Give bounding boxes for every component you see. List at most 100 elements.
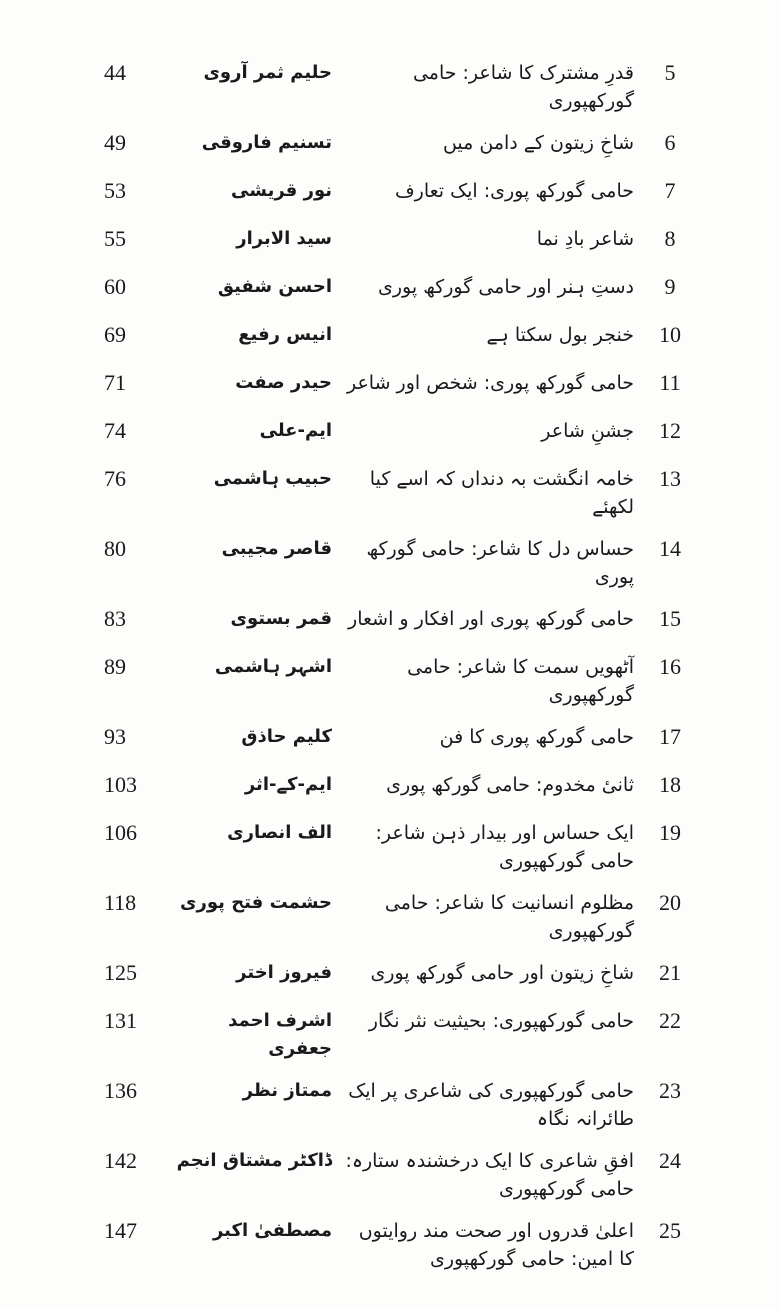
entry-title: حامی گورکھپوری: بحیثیت نثر نگار: [368, 1010, 634, 1032]
entry-title: ثانیٔ مخدوم: حامی گورکھ پوری: [386, 774, 634, 796]
entry-page-number: 103: [104, 772, 137, 797]
entry-title: حامی گورکھ پوری اور افکار و اشعار: [348, 608, 634, 630]
entry-title: شاخِ زیتون اور حامی گورکھ پوری: [370, 962, 634, 984]
toc-entry: 10 خنجر بول سکتا ہے انیس رفیع 69: [104, 313, 692, 361]
entry-title: دستِ ہنر اور حامی گورکھ پوری: [378, 276, 634, 298]
entry-page-number: 136: [104, 1078, 137, 1103]
entry-number: 6: [664, 130, 676, 155]
entry-author: الف انصاری: [227, 822, 332, 843]
entry-title: حامی گورکھ پوری کا فن: [439, 726, 634, 748]
toc-entry: 25 اعلیٰ قدروں اور صحت مند روایتوں کا امی…: [104, 1209, 692, 1279]
entry-page-number: 80: [104, 536, 126, 561]
entry-number: 18: [659, 772, 681, 797]
entry-author: سید الابرار: [236, 228, 332, 249]
toc-entry: 8 شاعر بادِ نما سید الابرار 55: [104, 217, 692, 265]
entry-page-number: 106: [104, 820, 137, 845]
entry-number: 20: [659, 890, 681, 915]
entry-author: ڈاکٹر مشتاق انجم: [176, 1150, 332, 1171]
entry-page-number: 125: [104, 960, 137, 985]
entry-page-number: 49: [104, 130, 126, 155]
entry-author: حیدر صفت: [235, 372, 332, 393]
entry-author: فیروز اختر: [236, 962, 332, 983]
toc-entry: 5 قدرِ مشترک کا شاعر: حامی گورکھپوری حلیم …: [104, 51, 692, 121]
entry-number: 21: [659, 960, 681, 985]
entry-author: ایم-علی: [259, 420, 332, 441]
entry-author: تسنیم فاروقی: [201, 132, 332, 153]
toc-entry: 7 حامی گورکھ پوری: ایک تعارف نور قریشی 53: [104, 169, 692, 217]
entry-title: خامہ انگشت بہ دنداں کہ اسے کیا لکھئے: [369, 468, 634, 518]
entry-title: شاعر بادِ نما: [536, 228, 634, 250]
entry-title: اعلیٰ قدروں اور صحت مند روایتوں کا امین:…: [358, 1220, 634, 1270]
entry-title: افقِ شاعری کا ایک درخشندہ ستارہ: حامی گو…: [345, 1150, 634, 1200]
entry-page-number: 118: [104, 890, 137, 915]
toc-entry: 6 شاخِ زیتون کے دامن میں تسنیم فاروقی 49: [104, 121, 692, 169]
entry-title: شاخِ زیتون کے دامن میں: [442, 132, 634, 154]
entry-author: قاصر مجیبی: [221, 538, 332, 559]
toc-entry: 20 مظلوم انسانیت کا شاعر: حامی گورکھپوری ح…: [104, 881, 692, 951]
toc-entry: 13 خامہ انگشت بہ دنداں کہ اسے کیا لکھئے حب…: [104, 457, 692, 527]
entry-page-number: 93: [104, 724, 126, 749]
entry-number: 22: [659, 1008, 681, 1033]
entry-title: جشنِ شاعر: [541, 420, 634, 442]
entry-author: حشمت فتح پوری: [180, 892, 332, 913]
entry-page-number: 53: [104, 178, 126, 203]
entry-title: حساس دل کا شاعر: حامی گورکھ پوری: [366, 538, 634, 588]
toc-entry: 23 حامی گورکھپوری کی شاعری پر ایک طائرانہ…: [104, 1069, 692, 1139]
entry-number: 15: [659, 606, 681, 631]
entry-number: 9: [664, 274, 676, 299]
entry-page-number: 76: [104, 466, 126, 491]
entry-page-number: 142: [104, 1148, 137, 1173]
toc-entry: 19 ایک حساس اور بیدار ذہن شاعر: حامی گورک…: [104, 811, 692, 881]
toc-entry: 9 دستِ ہنر اور حامی گورکھ پوری احسن شفیق 60: [104, 265, 692, 313]
entry-page-number: 69: [104, 322, 126, 347]
entry-title: خنجر بول سکتا ہے: [486, 324, 634, 346]
toc-entry: 12 جشنِ شاعر ایم-علی 74: [104, 409, 692, 457]
toc-entry: 15 حامی گورکھ پوری اور افکار و اشعار قمر ب…: [104, 597, 692, 645]
entry-author: حبیب ہاشمی: [213, 468, 332, 489]
entry-page-number: 131: [104, 1008, 137, 1033]
entry-author: ممتاز نظر: [242, 1080, 332, 1101]
entry-number: 17: [659, 724, 681, 749]
entry-author: ایم-کے-اثر: [244, 774, 332, 795]
entry-author: کلیم حاذق: [241, 726, 332, 747]
entry-author: احسن شفیق: [217, 276, 332, 297]
entry-page-number: 44: [104, 60, 126, 85]
entry-page-number: 83: [104, 606, 126, 631]
entry-number: 25: [659, 1218, 681, 1243]
entry-author: مصطفیٰ اکبر: [212, 1220, 332, 1241]
toc-entry: 11 حامی گورکھ پوری: شخص اور شاعر حیدر صفت 7…: [104, 361, 692, 409]
entry-number: 8: [664, 226, 676, 251]
entry-title: قدرِ مشترک کا شاعر: حامی گورکھپوری: [412, 62, 634, 112]
entry-author: اشرف احمد جعفری: [228, 1010, 332, 1059]
toc-entry: 16 آٹھویں سمت کا شاعر: حامی گورکھپوری اشہر…: [104, 645, 692, 715]
entry-author: حلیم ثمر آروی: [203, 62, 332, 83]
entry-title: حامی گورکھپوری کی شاعری پر ایک طائرانہ ن…: [348, 1080, 634, 1130]
toc-entry: 21 شاخِ زیتون اور حامی گورکھ پوری فیروز اخ…: [104, 951, 692, 999]
entry-number: 19: [659, 820, 681, 845]
toc-entry: 18 ثانیٔ مخدوم: حامی گورکھ پوری ایم-کے-اثر…: [104, 763, 692, 811]
entry-page-number: 74: [104, 418, 126, 443]
entry-page-number: 71: [104, 370, 126, 395]
entry-title: آٹھویں سمت کا شاعر: حامی گورکھپوری: [407, 656, 634, 706]
entry-author: نور قریشی: [231, 180, 332, 201]
entry-page-number: 55: [104, 226, 126, 251]
toc-entry: 22 حامی گورکھپوری: بحیثیت نثر نگار اشرف اح…: [104, 999, 692, 1069]
entry-number: 7: [664, 178, 676, 203]
entry-page-number: 147: [104, 1218, 137, 1243]
entry-page-number: 89: [104, 654, 126, 679]
entry-title: مظلوم انسانیت کا شاعر: حامی گورکھپوری: [384, 892, 634, 942]
entry-number: 10: [659, 322, 681, 347]
entry-number: 14: [659, 536, 681, 561]
toc-entry: 17 حامی گورکھ پوری کا فن کلیم حاذق 93: [104, 715, 692, 763]
entry-title: حامی گورکھ پوری: شخص اور شاعر: [346, 372, 634, 394]
entry-author: انیس رفیع: [238, 324, 332, 345]
toc-entry: 24 افقِ شاعری کا ایک درخشندہ ستارہ: حامی …: [104, 1139, 692, 1209]
entry-number: 11: [659, 370, 681, 395]
entry-author: قمر بستوی: [230, 608, 332, 629]
entry-page-number: 60: [104, 274, 126, 299]
entry-number: 12: [659, 418, 681, 443]
entry-title: حامی گورکھ پوری: ایک تعارف: [394, 180, 634, 202]
entry-author: اشہر ہاشمی: [214, 656, 332, 677]
entry-number: 5: [664, 60, 676, 85]
